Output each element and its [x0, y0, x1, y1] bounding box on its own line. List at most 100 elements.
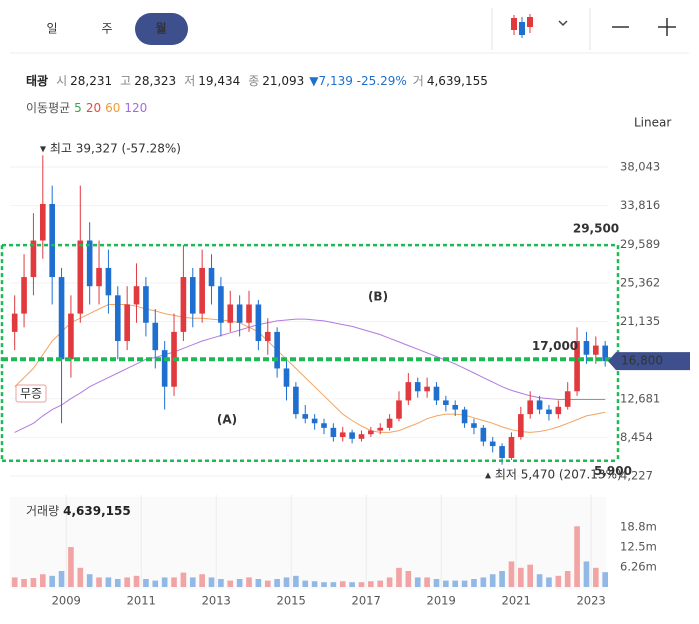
- candle: [489, 436, 496, 453]
- candle-body: [124, 304, 130, 342]
- candle: [227, 290, 234, 332]
- x-tick-label: 2021: [502, 594, 531, 608]
- candle: [218, 277, 224, 337]
- candle-body: [583, 341, 590, 355]
- scale-mode[interactable]: Linear: [634, 116, 671, 130]
- volume-bar: [536, 574, 543, 587]
- x-tick-label: 2019: [427, 594, 456, 608]
- y-tick-label: 4,227: [620, 469, 653, 483]
- ma-legend: 이동평균 5 20 60 120: [26, 101, 147, 115]
- volume-bar: [39, 574, 46, 587]
- text-part: 28,323: [134, 74, 176, 88]
- candle-body: [555, 406, 562, 415]
- text-part: 19,434: [198, 74, 240, 88]
- volume-bar: [527, 564, 534, 587]
- candle: [386, 414, 393, 431]
- volume-bar: [452, 580, 459, 587]
- candle: [377, 423, 384, 435]
- dropdown-chevron[interactable]: [558, 20, 568, 27]
- volume-title: 거래량 4,639,155: [26, 504, 131, 518]
- candle-body: [311, 418, 318, 424]
- candle: [86, 222, 93, 305]
- x-tick-label: 2011: [127, 594, 156, 608]
- toolbar: [10, 8, 689, 54]
- x-tick-label: 2015: [277, 594, 306, 608]
- candle: [443, 395, 449, 412]
- candle-body: [105, 267, 112, 296]
- candle: [321, 418, 327, 435]
- candle-body: [96, 267, 102, 287]
- level-label: 5,900: [594, 464, 632, 478]
- zoom-in[interactable]: [658, 18, 676, 36]
- volume-bar: [480, 577, 487, 587]
- text-part: 저: [184, 74, 195, 88]
- candle: [555, 400, 562, 419]
- volume-bar: [161, 577, 168, 587]
- candle-body: [21, 277, 27, 314]
- candle: [199, 249, 205, 323]
- period-tab[interactable]: 월: [155, 21, 166, 36]
- volume-bar: [471, 579, 477, 587]
- candle-body: [246, 304, 252, 323]
- text-part: ▼7,139 -25.29%: [309, 74, 406, 88]
- period-tab[interactable]: 주: [101, 22, 112, 36]
- candle-body: [574, 341, 580, 392]
- volume-bar: [49, 575, 55, 587]
- candle: [264, 318, 271, 355]
- candle-body: [405, 382, 412, 401]
- candle-body: [368, 430, 374, 435]
- text-part: 거: [413, 74, 424, 88]
- candle: [433, 382, 440, 405]
- candle-body: [133, 286, 140, 305]
- volume-bg: [10, 497, 606, 589]
- candle-body: [349, 432, 355, 439]
- volume-bar: [86, 574, 93, 587]
- chart-type-icon[interactable]: [511, 14, 533, 38]
- candle: [330, 423, 337, 442]
- last-price-label: 16,800: [621, 354, 663, 368]
- candle: [58, 267, 65, 424]
- volume-bar: [133, 575, 140, 587]
- candle-body: [386, 418, 393, 428]
- event-box: [15, 384, 47, 403]
- candle-body: [114, 295, 121, 342]
- candle-body: [39, 203, 46, 241]
- period-tab[interactable]: 일: [46, 22, 57, 36]
- x-tick-label: 2017: [352, 594, 381, 608]
- candle-body: [255, 304, 262, 342]
- volume-bar: [208, 577, 215, 587]
- candle-body: [377, 427, 384, 431]
- volume-bar: [114, 579, 121, 587]
- candle: [602, 341, 608, 367]
- moving-average-line: [14, 304, 606, 433]
- candle: [171, 313, 177, 396]
- event-label: 무증: [20, 387, 42, 401]
- volume-bar: [368, 581, 374, 587]
- candle-body: [11, 313, 18, 332]
- y-tick-label: 38,043: [620, 160, 660, 174]
- volume-bar: [58, 571, 65, 587]
- candle-body: [321, 423, 327, 428]
- text-part: 20: [86, 101, 101, 115]
- volume-bar: [77, 567, 84, 587]
- candle: [396, 391, 402, 422]
- candle: [124, 286, 130, 351]
- candle: [255, 299, 262, 351]
- zone-label: (B): [368, 290, 388, 304]
- volume-bar: [143, 579, 149, 587]
- candle: [30, 213, 37, 296]
- text-part: 태광: [26, 73, 48, 88]
- volume-bar: [236, 579, 243, 587]
- candle-body: [593, 345, 599, 355]
- candle: [546, 404, 552, 421]
- volume-bar: [555, 575, 562, 587]
- candle-body: [199, 267, 205, 314]
- volume-bar: [293, 575, 299, 587]
- low-marker: ▴ 최저 5,470 (207.13%): [485, 468, 622, 482]
- x-tick-label: 2023: [576, 594, 605, 608]
- candle: [461, 406, 468, 428]
- candle: [68, 295, 74, 378]
- candle-body: [489, 441, 496, 447]
- volume-bar: [171, 577, 177, 587]
